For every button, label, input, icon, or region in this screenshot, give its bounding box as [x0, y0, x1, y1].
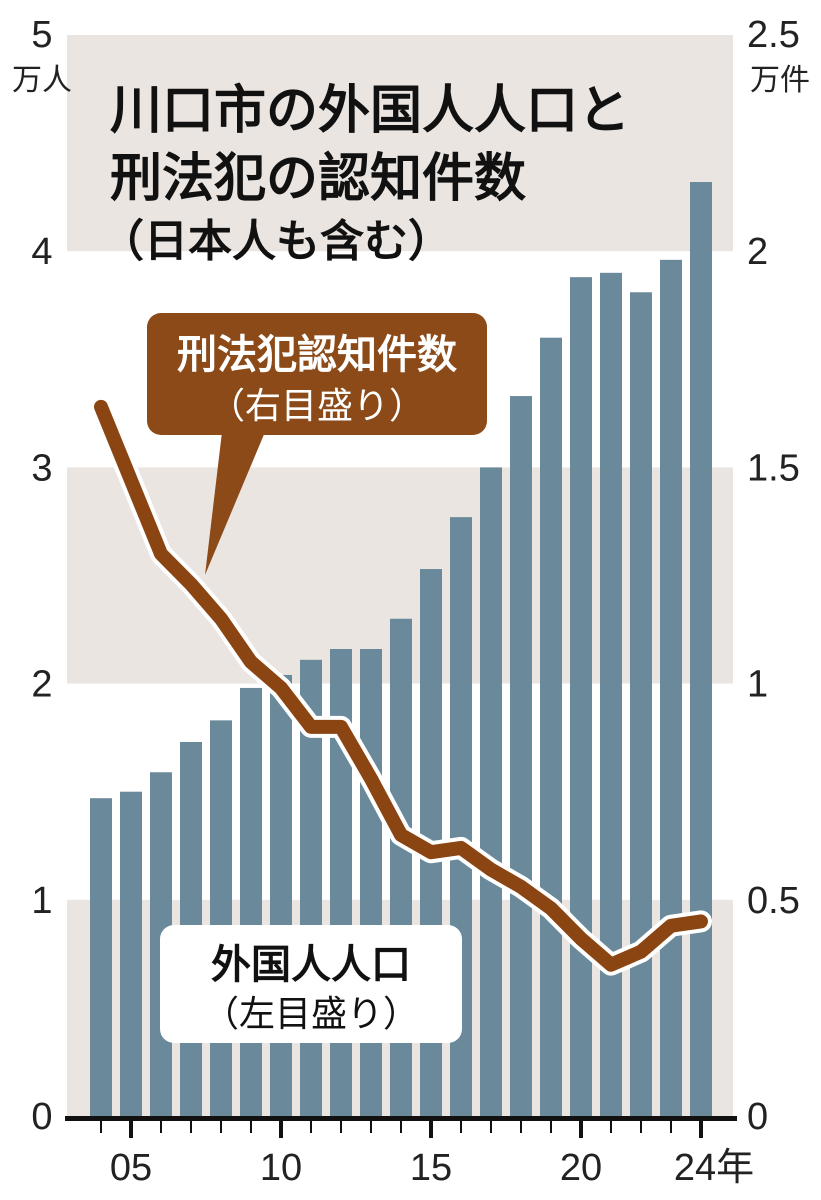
- population-bar: [660, 259, 682, 1116]
- x-minor-tick: [460, 1121, 462, 1133]
- x-label-10: 10: [260, 1147, 302, 1189]
- crime-callout: 刑法犯認知件数 （右目盛り）: [147, 313, 487, 575]
- x-major-tick: [279, 1121, 283, 1138]
- population-bar: [540, 337, 562, 1116]
- population-bar: [570, 277, 592, 1116]
- left-axis-unit: 万人: [12, 64, 72, 97]
- population-bar: [120, 791, 142, 1116]
- x-label-20: 20: [560, 1147, 602, 1189]
- right-axis-unit: 万件: [750, 64, 810, 97]
- x-minor-tick: [100, 1121, 102, 1133]
- grid-band: [67, 35, 733, 252]
- population-callout-box: [160, 925, 462, 1043]
- chart-title-line3: （日本人も含む）: [100, 216, 452, 267]
- x-major-tick: [699, 1121, 703, 1138]
- right-tick-label: 1: [747, 664, 768, 706]
- x-minor-tick: [340, 1121, 342, 1133]
- crime-callout-sub: （右目盛り）: [209, 386, 425, 427]
- x-minor-tick: [190, 1121, 192, 1133]
- population-bar: [240, 687, 262, 1116]
- x-axis-labels: 05 10 15 20 24年: [110, 1147, 754, 1189]
- x-minor-tick: [250, 1121, 252, 1133]
- crime-callout-title: 刑法犯認知件数: [177, 332, 457, 378]
- population-bar: [210, 720, 232, 1116]
- x-minor-tick: [400, 1121, 402, 1133]
- x-minor-tick: [670, 1121, 672, 1133]
- crime-line-path: [94, 399, 708, 972]
- right-tick-label: 1.5: [747, 447, 800, 489]
- right-axis: 0 0.5 1 1.5 2 2.5: [747, 14, 800, 1138]
- crime-callout-box: [147, 313, 487, 435]
- left-tick-label: 2: [31, 664, 52, 706]
- left-tick-label: 3: [31, 447, 52, 489]
- right-tick-label: 2.5: [747, 14, 800, 56]
- population-bar: [510, 396, 532, 1117]
- crime-line: [90, 395, 712, 976]
- x-major-tick: [429, 1121, 433, 1138]
- x-label-05: 05: [110, 1147, 152, 1189]
- x-minor-tick: [640, 1121, 642, 1133]
- right-tick-label: 2: [747, 231, 768, 273]
- x-major-tick: [129, 1121, 133, 1138]
- population-bar: [690, 182, 712, 1117]
- population-bar: [600, 272, 622, 1116]
- x-minor-tick: [310, 1121, 312, 1133]
- left-tick-label: 4: [31, 231, 52, 273]
- x-major-tick: [579, 1121, 583, 1138]
- x-minor-tick: [160, 1121, 162, 1133]
- left-tick-label: 1: [31, 880, 52, 922]
- x-label-15: 15: [410, 1147, 452, 1189]
- population-callout-sub: （左目盛り）: [203, 994, 419, 1035]
- x-minor-tick: [220, 1121, 222, 1133]
- callout-pointer: [205, 432, 265, 575]
- population-callout-title: 外国人人口: [211, 942, 411, 988]
- population-bar: [630, 292, 652, 1116]
- x-minor-tick: [370, 1121, 372, 1133]
- x-minor-tick: [490, 1121, 492, 1133]
- right-tick-label: 0.5: [747, 880, 800, 922]
- left-axis: 0 1 2 3 4 5: [31, 14, 52, 1138]
- x-axis: [65, 1116, 737, 1138]
- x-label-24: 24年: [674, 1147, 754, 1189]
- left-tick-label: 5: [31, 14, 52, 56]
- chart-title-line1: 川口市の外国人人口と: [110, 81, 630, 141]
- left-tick-label: 0: [31, 1096, 52, 1138]
- x-axis-line: [65, 1116, 737, 1121]
- population-callout: 外国人人口 （左目盛り）: [160, 925, 462, 1043]
- population-bar: [90, 798, 112, 1116]
- population-bar: [360, 649, 382, 1116]
- population-bar: [270, 674, 292, 1116]
- x-minor-tick: [520, 1121, 522, 1133]
- x-minor-tick: [610, 1121, 612, 1133]
- population-bar: [480, 467, 502, 1116]
- x-minor-tick: [550, 1121, 552, 1133]
- right-tick-label: 0: [747, 1096, 768, 1138]
- chart-title-line2: 刑法犯の認知件数: [110, 149, 526, 209]
